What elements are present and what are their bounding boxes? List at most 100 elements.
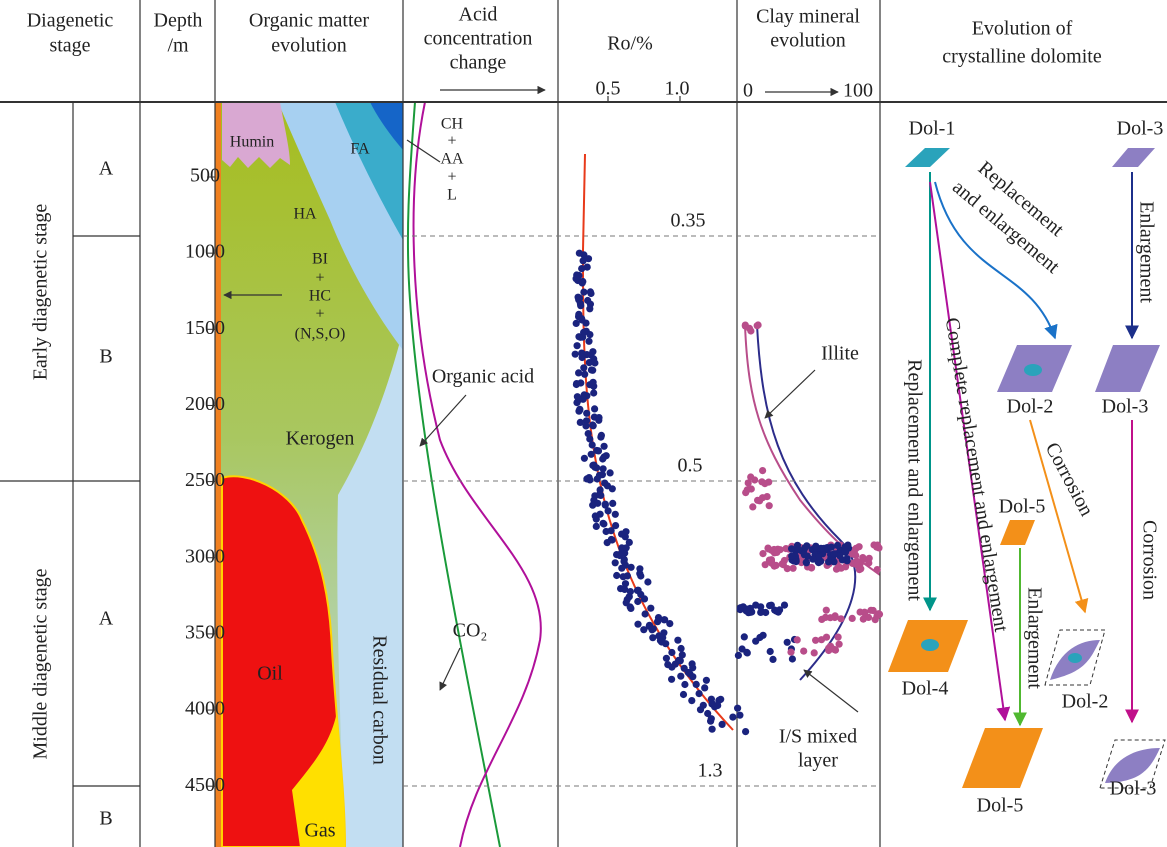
pointer	[420, 395, 466, 446]
ro-sample	[588, 366, 595, 373]
ro-sample	[598, 432, 605, 439]
ro-sample	[649, 634, 656, 641]
ro-sample	[677, 673, 684, 680]
header: evolution	[271, 35, 347, 57]
label: layer	[798, 750, 838, 772]
label: +	[447, 133, 456, 150]
ro-sample	[689, 673, 696, 680]
ro-sample	[590, 389, 597, 396]
header: Acid	[459, 4, 498, 26]
label: Complete replacement and enlargement	[941, 316, 1013, 634]
label: HC	[309, 288, 331, 305]
clay-axis: 0	[743, 80, 753, 102]
clay-sample	[811, 649, 818, 656]
clay-sample	[784, 639, 791, 646]
ro-sample	[592, 512, 599, 519]
ro-sample	[579, 279, 586, 286]
clay-sample	[751, 476, 758, 483]
ro-sample	[709, 700, 716, 707]
ro-sample	[637, 591, 644, 598]
ro-sample	[717, 696, 724, 703]
clay-sample	[822, 614, 829, 621]
clay-sample	[823, 634, 830, 641]
clay-sample	[873, 544, 880, 551]
clay-sample	[769, 656, 776, 663]
label: (N,S,O)	[295, 326, 346, 343]
clay-sample	[756, 497, 763, 504]
ro-sample	[601, 443, 608, 450]
clay-sample	[781, 602, 788, 609]
ro-sample	[580, 289, 587, 296]
clay-sample	[856, 543, 863, 550]
ro-sample	[654, 618, 661, 625]
ro-sample	[624, 572, 631, 579]
clay-sample	[779, 560, 786, 567]
ro-sample	[627, 605, 634, 612]
clay-sample	[741, 633, 748, 640]
ro-sample	[576, 407, 583, 414]
ro-sample	[618, 565, 625, 572]
ro-sample	[703, 677, 710, 684]
label: L	[447, 187, 457, 204]
label: +	[315, 270, 324, 287]
header: stage	[49, 35, 90, 57]
ro-sample	[599, 455, 606, 462]
depth-tick-label: 3500	[185, 621, 225, 643]
organic-acid-curve	[414, 102, 541, 847]
header: crystalline dolomite	[942, 46, 1102, 68]
ro-sample	[573, 275, 580, 282]
ro-sample	[573, 399, 580, 406]
ro-sample	[674, 637, 681, 644]
clay-sample	[803, 559, 810, 566]
clay-sample	[757, 609, 764, 616]
ro-sample	[634, 598, 641, 605]
clay-sample	[761, 480, 768, 487]
ro-sample	[590, 379, 597, 386]
depth-tick-label: 4500	[185, 774, 225, 796]
ro-sample	[734, 705, 741, 712]
ro-sample	[594, 475, 601, 482]
ro-sample	[579, 354, 586, 361]
ro-sample	[584, 264, 591, 271]
clay-sample	[852, 552, 859, 559]
clay-sample	[859, 554, 866, 561]
header: Clay mineral	[756, 6, 860, 28]
label: Enlargement	[1135, 201, 1157, 303]
ro-sample	[623, 544, 630, 551]
clay-sample	[825, 558, 832, 565]
clay-sample	[793, 558, 800, 565]
clay-sample	[789, 655, 796, 662]
label: 0.35	[671, 210, 706, 232]
ro-sample	[572, 351, 579, 358]
clay-sample	[752, 638, 759, 645]
header: /m	[167, 35, 189, 57]
substage: A	[99, 158, 114, 180]
label: Kerogen	[286, 428, 355, 450]
label: Gas	[304, 820, 335, 842]
clay-sample	[861, 609, 868, 616]
ro-sample	[585, 338, 592, 345]
pointer	[765, 370, 815, 418]
label: Corrosion	[1138, 520, 1160, 600]
clay-sample	[809, 556, 816, 563]
ro-sample	[574, 342, 581, 349]
substage: A	[99, 608, 114, 630]
ro-sample	[593, 523, 600, 530]
ro-sample	[688, 697, 695, 704]
ro-sample	[612, 522, 619, 529]
ro-sample	[696, 690, 703, 697]
ro-sample	[742, 728, 749, 735]
header: Depth	[154, 10, 203, 32]
clay-sample	[787, 649, 794, 656]
clay-sample	[844, 542, 851, 549]
ro-sample	[616, 552, 623, 559]
ro-sample	[678, 645, 685, 652]
ro-sample	[609, 485, 616, 492]
label: Oil	[257, 663, 283, 685]
substage: B	[99, 808, 112, 830]
ro-sample	[595, 417, 602, 424]
clay-sample	[737, 604, 744, 611]
ro-sample	[607, 469, 614, 476]
clay-sample	[839, 556, 846, 563]
clay-sample	[754, 322, 761, 329]
